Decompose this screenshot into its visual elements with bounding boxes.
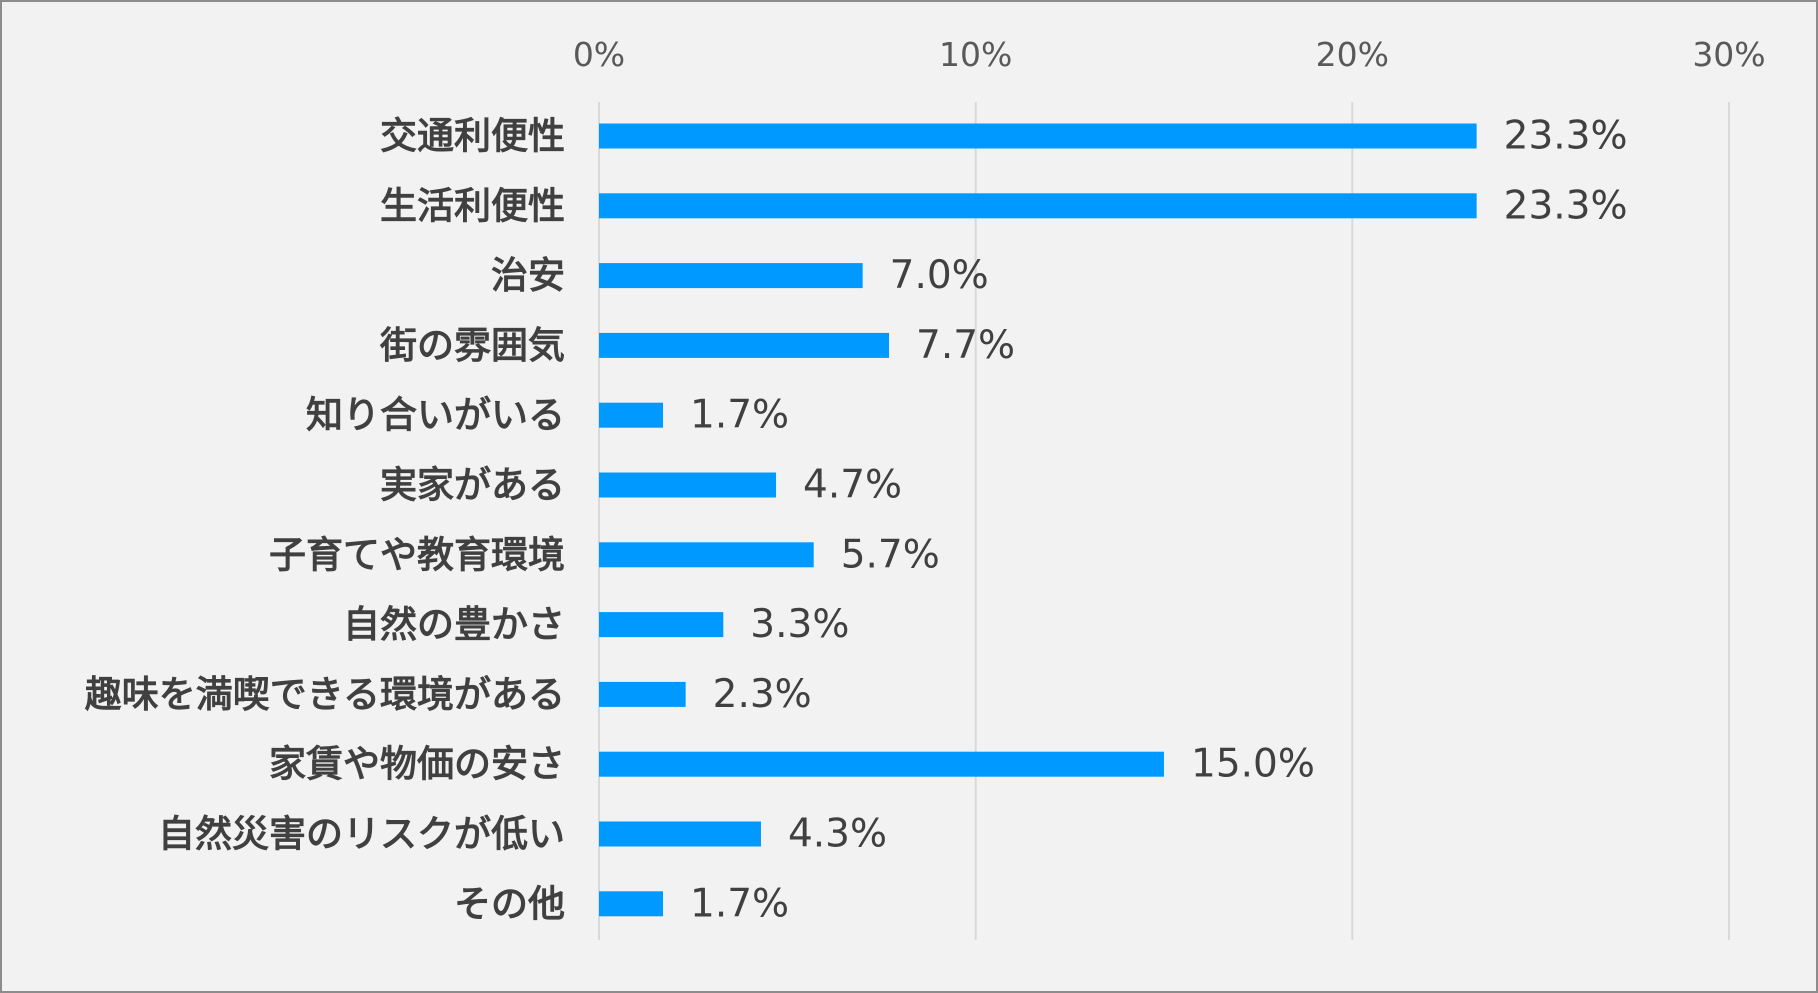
bar (599, 193, 1477, 219)
data-label: 2.3% (713, 672, 812, 717)
data-label: 4.3% (788, 812, 887, 857)
data-label: 23.3% (1504, 114, 1628, 159)
data-label: 7.7% (916, 323, 1015, 368)
x-tick-label: 0% (573, 35, 625, 74)
x-axis-ticks: 0% 10% 20% 30% (573, 35, 1766, 74)
data-label: 15.0% (1191, 742, 1315, 787)
bar (599, 263, 863, 289)
category-label: 生活利便性 (380, 184, 565, 227)
bar (599, 612, 724, 638)
category-label: 子育てや教育環境 (269, 533, 565, 576)
bars (599, 123, 1477, 917)
bar (599, 402, 664, 428)
data-label: 1.7% (690, 881, 789, 926)
category-label: 自然の豊かさ (343, 603, 565, 646)
category-label: 趣味を満喫できる環境がある (85, 673, 565, 716)
data-label: 23.3% (1504, 183, 1628, 228)
bar (599, 123, 1477, 149)
data-label: 1.7% (690, 393, 789, 438)
bar (599, 332, 890, 358)
data-label: 3.3% (750, 602, 849, 647)
data-labels: 23.3% 23.3% 7.0% 7.7% 1.7% 4.7% 5.7% 3.3% 2.3% 15… (690, 114, 1628, 927)
bar (599, 681, 686, 707)
category-label: その他 (454, 882, 565, 925)
bar (599, 891, 664, 917)
bar (599, 751, 1164, 777)
bar (599, 542, 814, 568)
bar (599, 821, 761, 847)
gridlines (598, 102, 1730, 940)
bar (599, 472, 777, 498)
category-label: 知り合いがいる (306, 394, 565, 437)
data-label: 5.7% (841, 532, 940, 577)
x-tick-label: 10% (939, 35, 1012, 74)
category-label: 街の雰囲気 (379, 324, 565, 367)
category-labels: 交通利便性生活利便性治安街の雰囲気知り合いがいる実家がある子育てや教育環境自然の… (85, 115, 565, 926)
category-label: 実家がある (380, 464, 565, 507)
data-label: 7.0% (890, 253, 989, 298)
category-label: 家賃や物価の安さ (269, 743, 565, 786)
category-label: 自然災害のリスクが低い (158, 813, 565, 856)
data-label: 4.7% (803, 463, 902, 508)
category-label: 交通利便性 (380, 115, 565, 158)
category-label: 治安 (491, 254, 565, 297)
x-tick-label: 20% (1316, 35, 1389, 74)
x-tick-label: 30% (1692, 35, 1765, 74)
